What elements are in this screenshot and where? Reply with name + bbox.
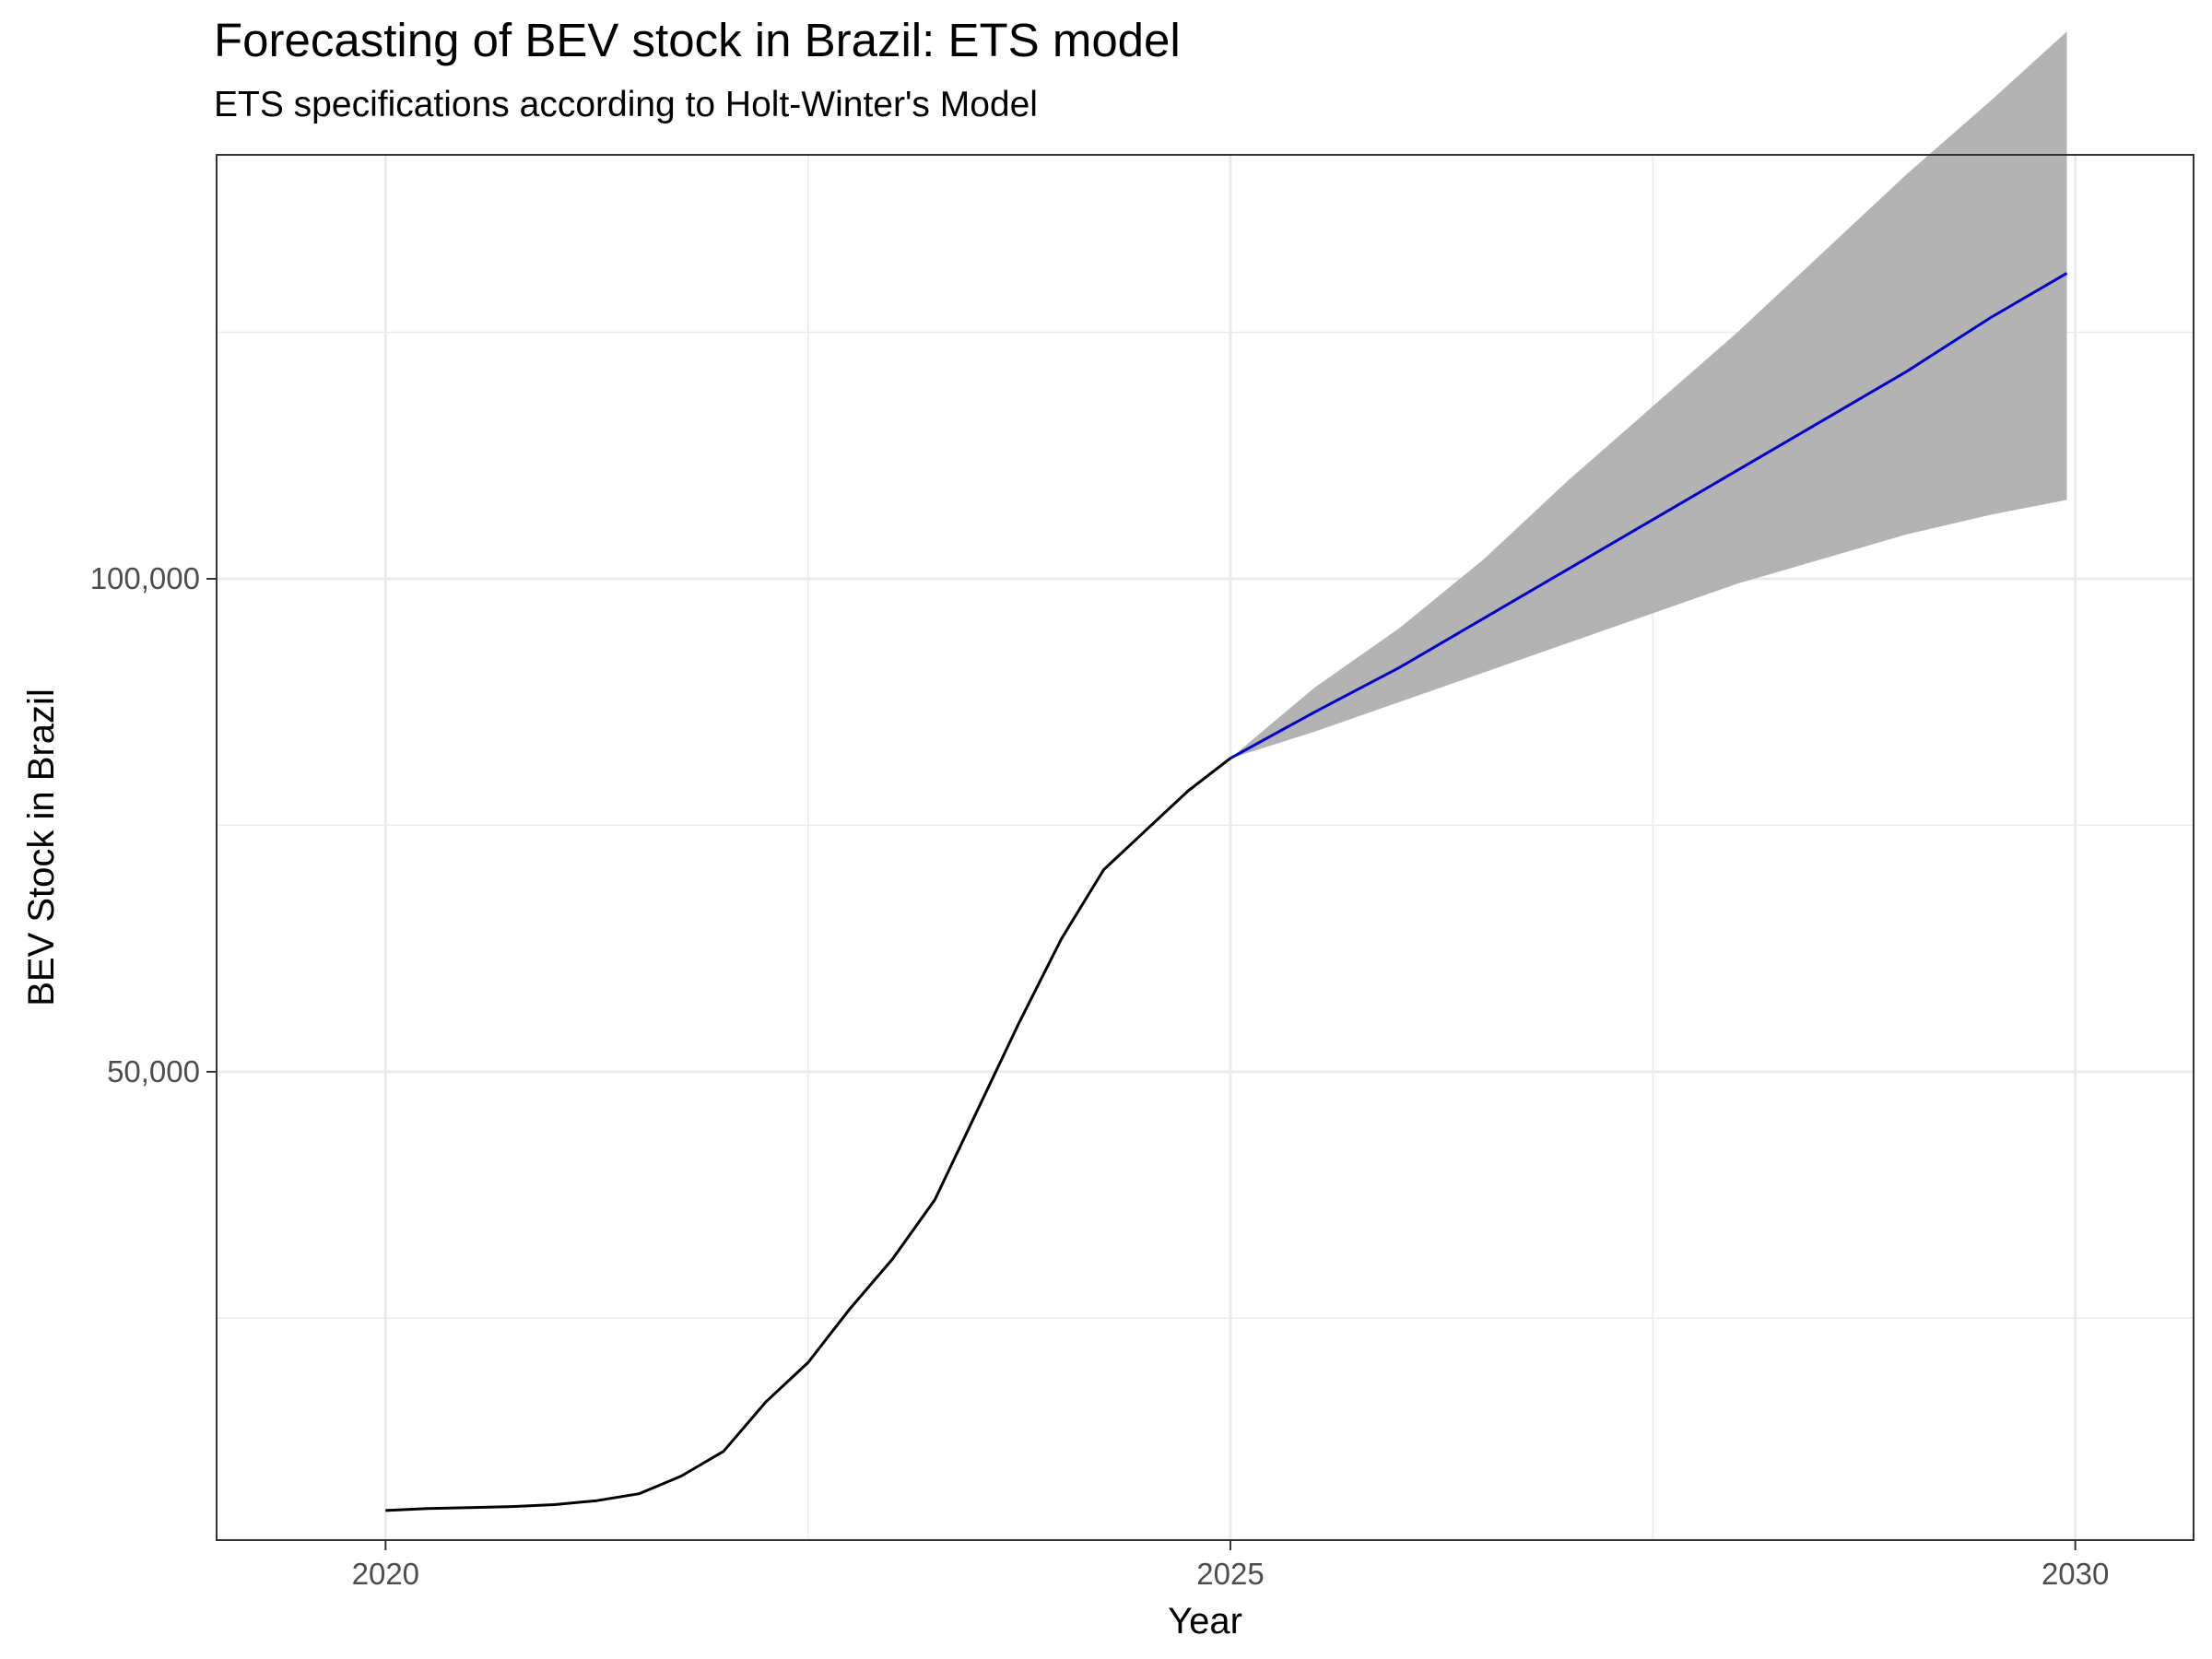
grid-lines	[217, 155, 2194, 1540]
y-tick-label: 100,000	[90, 561, 200, 595]
x-axis-title: Year	[1168, 1601, 1242, 1641]
chart-title: Forecasting of BEV stock in Brazil: ETS …	[214, 14, 1181, 66]
plot-panel-border	[216, 154, 2194, 1541]
y-axis-title: BEV Stock in Brazil	[21, 688, 62, 1006]
x-tick-label: 2030	[2041, 1557, 2109, 1591]
y-tick-label: 50,000	[107, 1054, 200, 1088]
chart-subtitle: ETS specifications according to Holt-Win…	[214, 85, 1038, 124]
axis-ticks: 2020 2025 2030 50,000 100,000	[90, 561, 2110, 1591]
forecast-series-line	[1230, 272, 2068, 760]
history-series-line	[385, 757, 1231, 1512]
x-tick-label: 2025	[1196, 1557, 1264, 1591]
x-tick-label: 2020	[352, 1557, 419, 1591]
prediction-interval-band	[1230, 31, 2067, 759]
